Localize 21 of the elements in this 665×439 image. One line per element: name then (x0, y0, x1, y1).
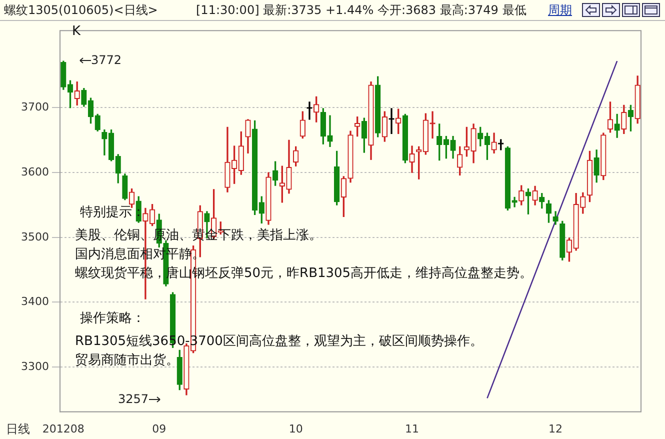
y-tick-label: 3600 (21, 165, 49, 178)
chart-title: 螺纹1305(010605)<日线> (4, 2, 158, 19)
annotation: 3257 (118, 392, 149, 406)
y-tick-label: 3700 (21, 100, 49, 114)
x-tick-label: 12 (548, 422, 563, 436)
x-axis-title: 日线 (6, 421, 30, 438)
x-tick-label: 11 (405, 422, 420, 436)
annotation: 特别提示： (80, 205, 145, 220)
y-tick-label: 3300 (21, 360, 49, 373)
chart-subtitle: [11:30:00] 最新:3735 +1.44% 今开:3683 最高:3749 最低 (196, 2, 526, 19)
x-tick-label: 201208 (42, 422, 84, 436)
y-tick-label: 3400 (21, 295, 49, 308)
y-tick-label: 3500 (21, 230, 49, 244)
candlestick (327, 115, 333, 147)
x-tick-label: 10 (288, 422, 303, 436)
annotation: 操作策略： (80, 311, 145, 326)
text: 周期 (548, 3, 572, 18)
annotation: 3772 (91, 53, 122, 67)
annotation: 贸易商随市出货。 (75, 353, 179, 368)
annotation: K (72, 24, 81, 39)
x-tick-label: 09 (152, 422, 166, 436)
